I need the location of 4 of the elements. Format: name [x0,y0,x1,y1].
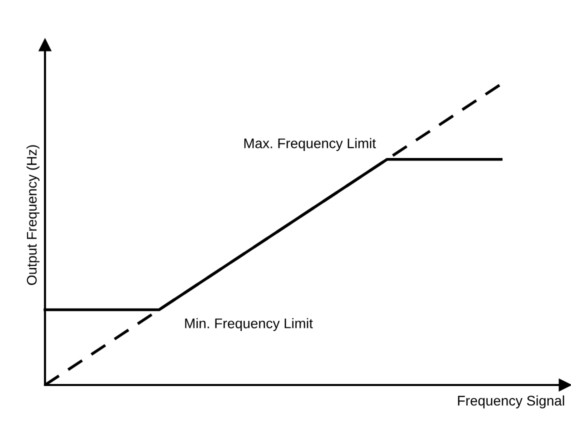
y-axis-title: Output Frequency (Hz) [26,145,40,285]
annotation: Min. Frequency Limit [185,318,313,332]
annotation: Max. Frequency Limit [244,138,376,152]
x-axis-title: Frequency Signal [458,395,564,408]
